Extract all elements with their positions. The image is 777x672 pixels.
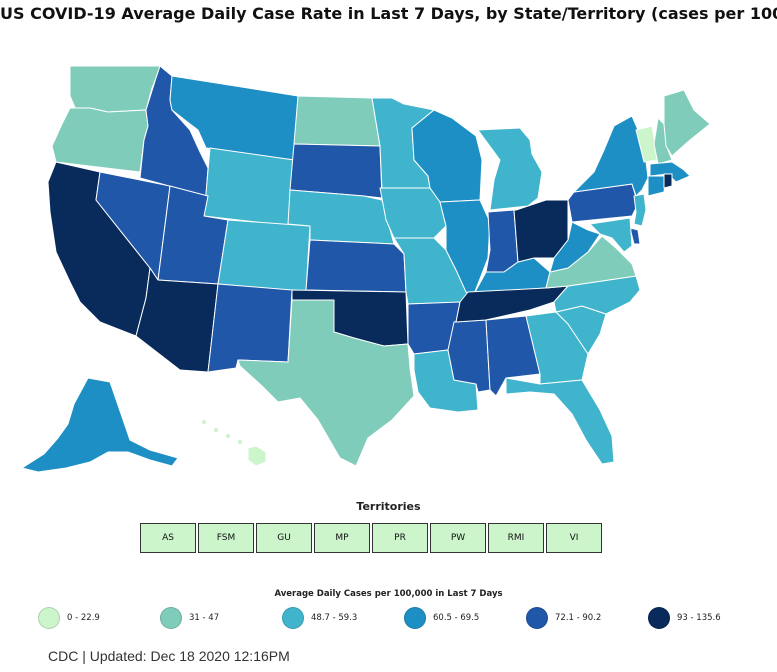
state-TX[interactable]: [237, 299, 415, 467]
state-KS[interactable]: [305, 239, 407, 293]
legend-swatch: [404, 607, 426, 629]
legend-swatch: [282, 607, 304, 629]
territory-label: PR: [394, 533, 406, 543]
legend-item[interactable]: 60.5 - 69.5: [404, 606, 479, 630]
state-CO[interactable]: [217, 219, 311, 293]
state-ME[interactable]: [663, 89, 711, 157]
legend-item[interactable]: 0 - 22.9: [38, 606, 100, 630]
state-OR[interactable]: [51, 107, 149, 173]
territory-label: GU: [277, 533, 291, 543]
legend-swatch: [160, 607, 182, 629]
state-ND[interactable]: [293, 95, 381, 147]
territory-rmi[interactable]: RMI: [488, 523, 544, 553]
territory-fsm[interactable]: FSM: [198, 523, 254, 553]
legend-label: 48.7 - 59.3: [311, 613, 358, 623]
legend-swatch: [38, 607, 60, 629]
state-CT[interactable]: [647, 175, 667, 197]
state-WA[interactable]: [69, 65, 161, 113]
state-NM[interactable]: [207, 283, 293, 373]
territory-label: MP: [335, 533, 349, 543]
state-WY[interactable]: [203, 147, 295, 227]
state-NJ[interactable]: [633, 193, 647, 227]
territory-pr[interactable]: PR: [372, 523, 428, 553]
territory-mp[interactable]: MP: [314, 523, 370, 553]
us-state-map: [21, 65, 711, 473]
territory-label: RMI: [507, 533, 525, 543]
territory-label: FSM: [216, 533, 236, 543]
legend-item[interactable]: 93 - 135.6: [648, 606, 721, 630]
legend-item[interactable]: 48.7 - 59.3: [282, 606, 357, 630]
legend-label: 60.5 - 69.5: [433, 613, 480, 623]
state-NY[interactable]: [573, 115, 649, 197]
legend: 0 - 22.9 31 - 47 48.7 - 59.3 60.5 - 69.5…: [38, 606, 758, 632]
territory-vi[interactable]: VI: [546, 523, 602, 553]
map-title: US COVID-19 Average Daily Case Rate in L…: [0, 4, 777, 23]
territory-as[interactable]: AS: [140, 523, 196, 553]
territory-label: VI: [569, 533, 579, 543]
state-MD[interactable]: [589, 217, 633, 253]
territory-label: PW: [450, 533, 466, 543]
state-MI[interactable]: [477, 127, 543, 211]
legend-title: Average Daily Cases per 100,000 in Last …: [274, 589, 503, 599]
legend-label: 0 - 22.9: [67, 613, 100, 623]
legend-label: 72.1 - 90.2: [555, 613, 602, 623]
legend-item[interactable]: 72.1 - 90.2: [526, 606, 601, 630]
hawaii-small-islands: [201, 419, 243, 445]
state-AK[interactable]: [21, 377, 179, 473]
state-SD[interactable]: [289, 143, 383, 199]
legend-label: 93 - 135.6: [677, 613, 721, 623]
territories-heading: Territories: [356, 500, 421, 513]
state-RI[interactable]: [663, 173, 673, 189]
legend-label: 31 - 47: [189, 613, 220, 623]
state-FL[interactable]: [505, 377, 615, 465]
state-DE[interactable]: [629, 227, 641, 245]
legend-swatch: [648, 607, 670, 629]
territory-label: AS: [162, 533, 174, 543]
territory-gu[interactable]: GU: [256, 523, 312, 553]
state-AZ[interactable]: [135, 267, 219, 373]
state-HI[interactable]: [247, 445, 267, 467]
legend-swatch: [526, 607, 548, 629]
state-IN[interactable]: [485, 209, 519, 273]
legend-item[interactable]: 31 - 47: [160, 606, 219, 630]
territory-row: AS FSM GU MP PR PW RMI VI: [140, 523, 602, 553]
source-footer: CDC | Updated: Dec 18 2020 12:16PM: [48, 648, 290, 664]
state-WV[interactable]: [549, 221, 601, 273]
territory-pw[interactable]: PW: [430, 523, 486, 553]
